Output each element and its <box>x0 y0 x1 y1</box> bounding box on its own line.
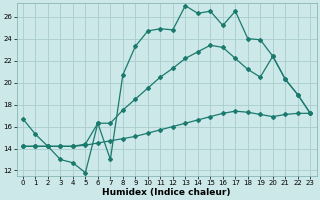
X-axis label: Humidex (Indice chaleur): Humidex (Indice chaleur) <box>102 188 231 197</box>
